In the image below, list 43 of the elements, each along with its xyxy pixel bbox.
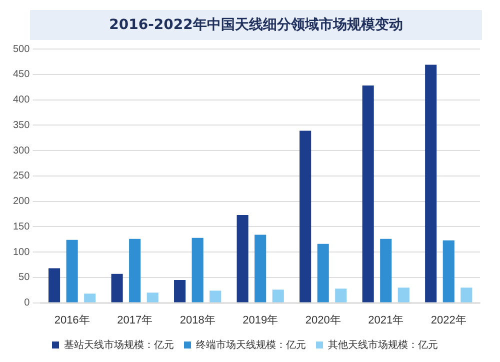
bar bbox=[335, 288, 347, 302]
bar bbox=[398, 288, 410, 302]
y-tick-label: 200 bbox=[12, 196, 30, 208]
y-tick-label: 450 bbox=[12, 69, 30, 80]
x-tick-label: 2017年 bbox=[117, 314, 153, 326]
bar bbox=[48, 268, 60, 302]
bar bbox=[380, 238, 392, 302]
bar bbox=[362, 86, 374, 302]
x-tick-label: 2022年 bbox=[430, 314, 466, 326]
x-tick-label: 2021年 bbox=[368, 314, 404, 326]
bar bbox=[192, 238, 204, 302]
y-tick-label: 350 bbox=[12, 120, 30, 131]
bar bbox=[254, 234, 266, 302]
bar bbox=[210, 290, 222, 302]
y-tick-label: 250 bbox=[12, 170, 30, 182]
bar bbox=[460, 288, 472, 302]
legend-label: 终端市场天线规模：亿元 bbox=[196, 338, 306, 351]
bar bbox=[425, 64, 437, 302]
y-tick-label: 400 bbox=[12, 94, 30, 106]
y-tick-label: 500 bbox=[12, 44, 30, 55]
x-tick-label: 2020年 bbox=[305, 314, 341, 326]
bar bbox=[317, 244, 329, 302]
bar bbox=[84, 294, 96, 302]
y-tick-label: 50 bbox=[18, 272, 30, 284]
bar bbox=[129, 238, 141, 302]
bar bbox=[300, 130, 312, 302]
legend-label: 基站天线市场规模：亿元 bbox=[64, 338, 174, 351]
bar bbox=[66, 240, 78, 302]
y-tick-label: 100 bbox=[12, 246, 30, 258]
x-tick-label: 2016年 bbox=[54, 314, 90, 326]
bar bbox=[272, 290, 284, 302]
bar bbox=[236, 214, 248, 302]
x-tick-label: 2019年 bbox=[242, 314, 278, 326]
bar bbox=[174, 280, 186, 302]
bar bbox=[146, 292, 158, 302]
y-tick-label: 0 bbox=[24, 298, 30, 309]
y-tick-label: 150 bbox=[12, 221, 30, 232]
chart-title: 2016-2022年中国天线细分领域市场规模变动 bbox=[30, 10, 482, 40]
bar bbox=[442, 240, 454, 302]
y-tick-label: 300 bbox=[12, 145, 30, 156]
bar bbox=[111, 274, 123, 302]
x-tick-label: 2018年 bbox=[180, 314, 216, 326]
legend-label: 其他天线市场规模：亿元 bbox=[328, 338, 438, 351]
